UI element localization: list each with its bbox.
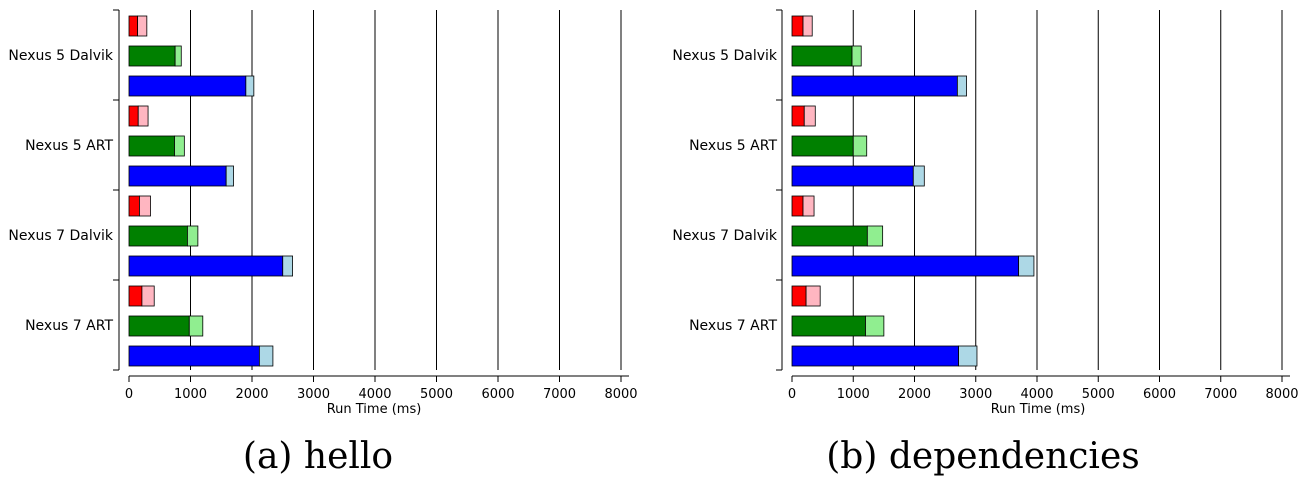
bar-blue-base <box>128 255 284 277</box>
x-tick-label-6000: 6000 <box>1143 387 1176 402</box>
x-tick-label-5000: 5000 <box>1082 387 1115 402</box>
bar-red-base <box>791 105 805 127</box>
category-label: Nexus 5 ART <box>25 138 113 154</box>
category-label: Nexus 7 Dalvik <box>8 228 114 244</box>
x-tick-label-0: 0 <box>125 387 133 402</box>
bar-green-base <box>128 45 176 67</box>
bar-green-extra <box>866 225 884 247</box>
bar-red-base <box>791 195 804 217</box>
bar-green-extra <box>174 45 182 67</box>
bar-blue-base <box>128 165 227 187</box>
bar-red-base <box>791 15 804 37</box>
x-tick-label-3000: 3000 <box>959 387 992 402</box>
bar-green-extra <box>188 315 204 337</box>
bar-red-base <box>128 195 140 217</box>
bar-blue-base <box>791 255 1020 277</box>
bar-blue-extra <box>958 345 978 367</box>
caption-dependencies: (b) dependencies <box>826 436 1139 477</box>
category-label: Nexus 5 Dalvik <box>8 48 114 64</box>
x-tick-label-7000: 7000 <box>543 387 576 402</box>
bar-red-extra <box>139 195 151 217</box>
bar-red-base <box>128 285 143 307</box>
bar-red-base <box>128 15 139 37</box>
x-tick-label-2000: 2000 <box>898 387 931 402</box>
bar-green-extra <box>187 225 199 247</box>
bar-red-base <box>128 105 139 127</box>
bar-red-extra <box>141 285 155 307</box>
bar-blue-extra <box>912 165 925 187</box>
caption-hello: (a) hello <box>243 436 393 477</box>
bar-blue-extra <box>282 255 293 277</box>
category-label: Nexus 5 Dalvik <box>672 48 778 64</box>
bar-red-extra <box>137 105 149 127</box>
bar-blue-extra <box>258 345 274 367</box>
bar-red-extra <box>803 105 816 127</box>
bar-green-extra <box>865 315 885 337</box>
category-label: Nexus 7 ART <box>689 318 777 334</box>
x-tick-label-2000: 2000 <box>235 387 268 402</box>
bar-green-base <box>128 315 190 337</box>
bar-green-base <box>791 45 853 67</box>
x-tick-label-8000: 8000 <box>1265 387 1298 402</box>
category-label: Nexus 7 ART <box>25 318 113 334</box>
bar-green-base <box>791 135 854 157</box>
bar-blue-base <box>128 345 260 367</box>
bar-green-base <box>128 135 175 157</box>
x-tick-label-8000: 8000 <box>604 387 637 402</box>
bar-green-extra <box>852 135 868 157</box>
bar-blue-base <box>128 75 247 97</box>
x-tick-label-7000: 7000 <box>1204 387 1237 402</box>
category-label: Nexus 5 ART <box>689 138 777 154</box>
x-tick-label-4000: 4000 <box>358 387 391 402</box>
bar-blue-extra <box>956 75 967 97</box>
x-tick-label-3000: 3000 <box>297 387 330 402</box>
x-tick-label-5000: 5000 <box>420 387 453 402</box>
panel-hello: (a) hello Run Time (ms) 0 1000 2000 3000 400… <box>8 9 638 477</box>
x-tick-label-1000: 1000 <box>837 387 870 402</box>
bar-blue-extra <box>245 75 255 97</box>
bar-blue-extra <box>225 165 234 187</box>
bar-red-extra <box>802 195 815 217</box>
bar-blue-base <box>791 75 958 97</box>
bar-red-extra <box>802 15 813 37</box>
category-label: Nexus 7 Dalvik <box>672 228 778 244</box>
x-axis-label-dependencies: Run Time (ms) <box>991 402 1086 417</box>
bar-blue-base <box>791 345 960 367</box>
x-tick-label-6000: 6000 <box>481 387 514 402</box>
bar-blue-extra <box>1018 255 1035 277</box>
panel-dependencies: (b) dependencies Run Time (ms) 0 1000 2000… <box>672 9 1299 477</box>
bar-red-base <box>791 285 807 307</box>
x-tick-label-4000: 4000 <box>1020 387 1053 402</box>
bar-green-extra <box>174 135 185 157</box>
bar-green-extra <box>851 45 862 67</box>
bar-green-base <box>128 225 188 247</box>
bar-red-extra <box>137 15 148 37</box>
bar-green-base <box>791 315 866 337</box>
bar-green-base <box>791 225 868 247</box>
x-tick-label-0: 0 <box>788 387 796 402</box>
x-tick-label-1000: 1000 <box>174 387 207 402</box>
bar-blue-base <box>791 165 914 187</box>
bar-red-extra <box>805 285 821 307</box>
x-axis-label-hello: Run Time (ms) <box>327 402 422 417</box>
